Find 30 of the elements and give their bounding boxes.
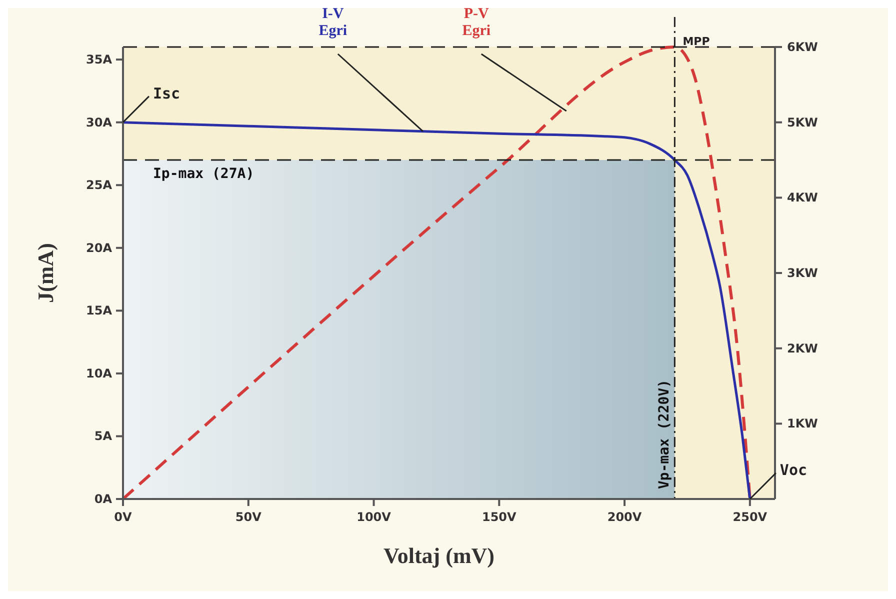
- y2-tick-label: 4KW: [787, 190, 818, 205]
- y2-tick-label: 5KW: [787, 115, 818, 130]
- ref-line-label: Vp-max (220V): [656, 379, 673, 489]
- x-tick-label: 200V: [607, 510, 642, 524]
- x-tick-label: 150V: [482, 510, 518, 524]
- y-tick-label: 5A: [94, 429, 113, 444]
- y-tick-label: 15A: [86, 304, 113, 318]
- x-tick-label: 50V: [235, 510, 262, 524]
- annotation: Isc: [153, 84, 180, 102]
- y-axis-title: J(mA): [33, 243, 58, 303]
- y2-tick-label: 2KW: [787, 341, 818, 356]
- annotation: Voc: [780, 461, 808, 479]
- text: I-V Egri: [318, 6, 348, 39]
- y-tick-label: 35A: [86, 52, 113, 67]
- y-tick-label: 20A: [86, 240, 113, 255]
- text: P-V Egri: [462, 6, 491, 39]
- y2-tick-label: 1KW: [787, 416, 818, 431]
- x-tick-label: 250V: [732, 510, 768, 524]
- line-series: [122, 121, 752, 500]
- annotation: MPP: [682, 35, 710, 48]
- ref-line-label: Ip-max (27A): [153, 166, 254, 182]
- y2-tick-label: 3KW: [787, 266, 818, 280]
- x-tick-label: 0V: [114, 510, 133, 524]
- y-tick-label: 30A: [86, 115, 113, 130]
- y-tick-label: 10A: [86, 366, 113, 380]
- x-tick-label: 100V: [356, 510, 392, 524]
- y-tick-label: 25A: [86, 178, 113, 192]
- x-axis-title: Voltaj (mV): [384, 543, 494, 568]
- y-tick-label: 0A: [94, 492, 113, 506]
- y2-tick-label: 6KW: [787, 40, 818, 54]
